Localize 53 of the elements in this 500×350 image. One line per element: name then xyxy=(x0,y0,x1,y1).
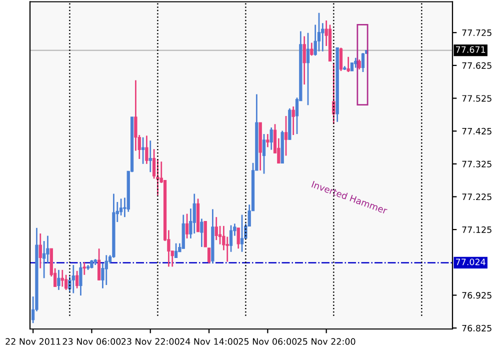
x-tick-label: 23 Nov 06:00 xyxy=(62,338,121,345)
candlestick xyxy=(292,106,295,136)
candlestick xyxy=(339,47,343,72)
candlestick xyxy=(97,248,101,281)
candlestick xyxy=(42,240,46,279)
candlestick xyxy=(284,115,288,156)
x-tick-label: 25 Nov 22:00 xyxy=(297,338,356,345)
y-tick-label: 76.925 xyxy=(462,292,492,299)
x-tick-label: 23 Nov 22:00 xyxy=(122,338,180,345)
candlestick xyxy=(332,62,336,125)
candlestick xyxy=(64,274,68,291)
candlestick xyxy=(240,214,244,253)
candlestick xyxy=(310,42,314,56)
candlestick xyxy=(266,133,270,148)
candlestick xyxy=(262,133,266,174)
x-tick-label: 25 Nov 06:00 xyxy=(238,338,297,345)
y-tick-label: 77.125 xyxy=(462,226,492,233)
candlestick xyxy=(104,254,108,286)
candlestick xyxy=(72,264,75,294)
candlestick xyxy=(185,213,189,240)
candlestick xyxy=(148,140,152,173)
y-tick-label: 77.225 xyxy=(462,194,492,200)
candlestick xyxy=(229,224,233,253)
x-tick-label: 24 Nov 14:00 xyxy=(180,338,238,345)
y-tick-label: 77.625 xyxy=(462,62,492,69)
y-tick-label: 76.825 xyxy=(462,324,492,332)
ref-line-label: 77.024 xyxy=(456,258,486,266)
candlestick xyxy=(38,232,42,269)
candlestick xyxy=(317,12,321,52)
candlestick xyxy=(236,227,240,250)
ref-line-label: 77.671 xyxy=(456,46,486,53)
x-tick-label: 22 Nov 2011 xyxy=(6,338,60,345)
candlestick xyxy=(141,136,145,165)
candlestick xyxy=(214,216,218,241)
candlestick xyxy=(145,134,148,165)
candlestick xyxy=(302,36,306,86)
candlestick xyxy=(57,269,60,291)
candlestick xyxy=(174,242,178,258)
candlestick xyxy=(361,52,365,73)
candlestick xyxy=(346,56,350,73)
candlestick xyxy=(82,262,86,276)
candlestick xyxy=(200,218,204,248)
y-tick-label: 77.425 xyxy=(462,128,492,135)
candlestick xyxy=(207,247,211,264)
candlestick xyxy=(270,126,273,150)
candlestick xyxy=(358,58,361,70)
candlestick xyxy=(79,262,82,296)
y-tick-label: 77.525 xyxy=(462,95,492,102)
candlestick xyxy=(306,32,310,106)
candlestick xyxy=(192,193,196,234)
candlestick xyxy=(75,270,79,289)
y-tick-label: 77.725 xyxy=(462,29,492,36)
y-tick-label: 77.325 xyxy=(462,160,492,168)
